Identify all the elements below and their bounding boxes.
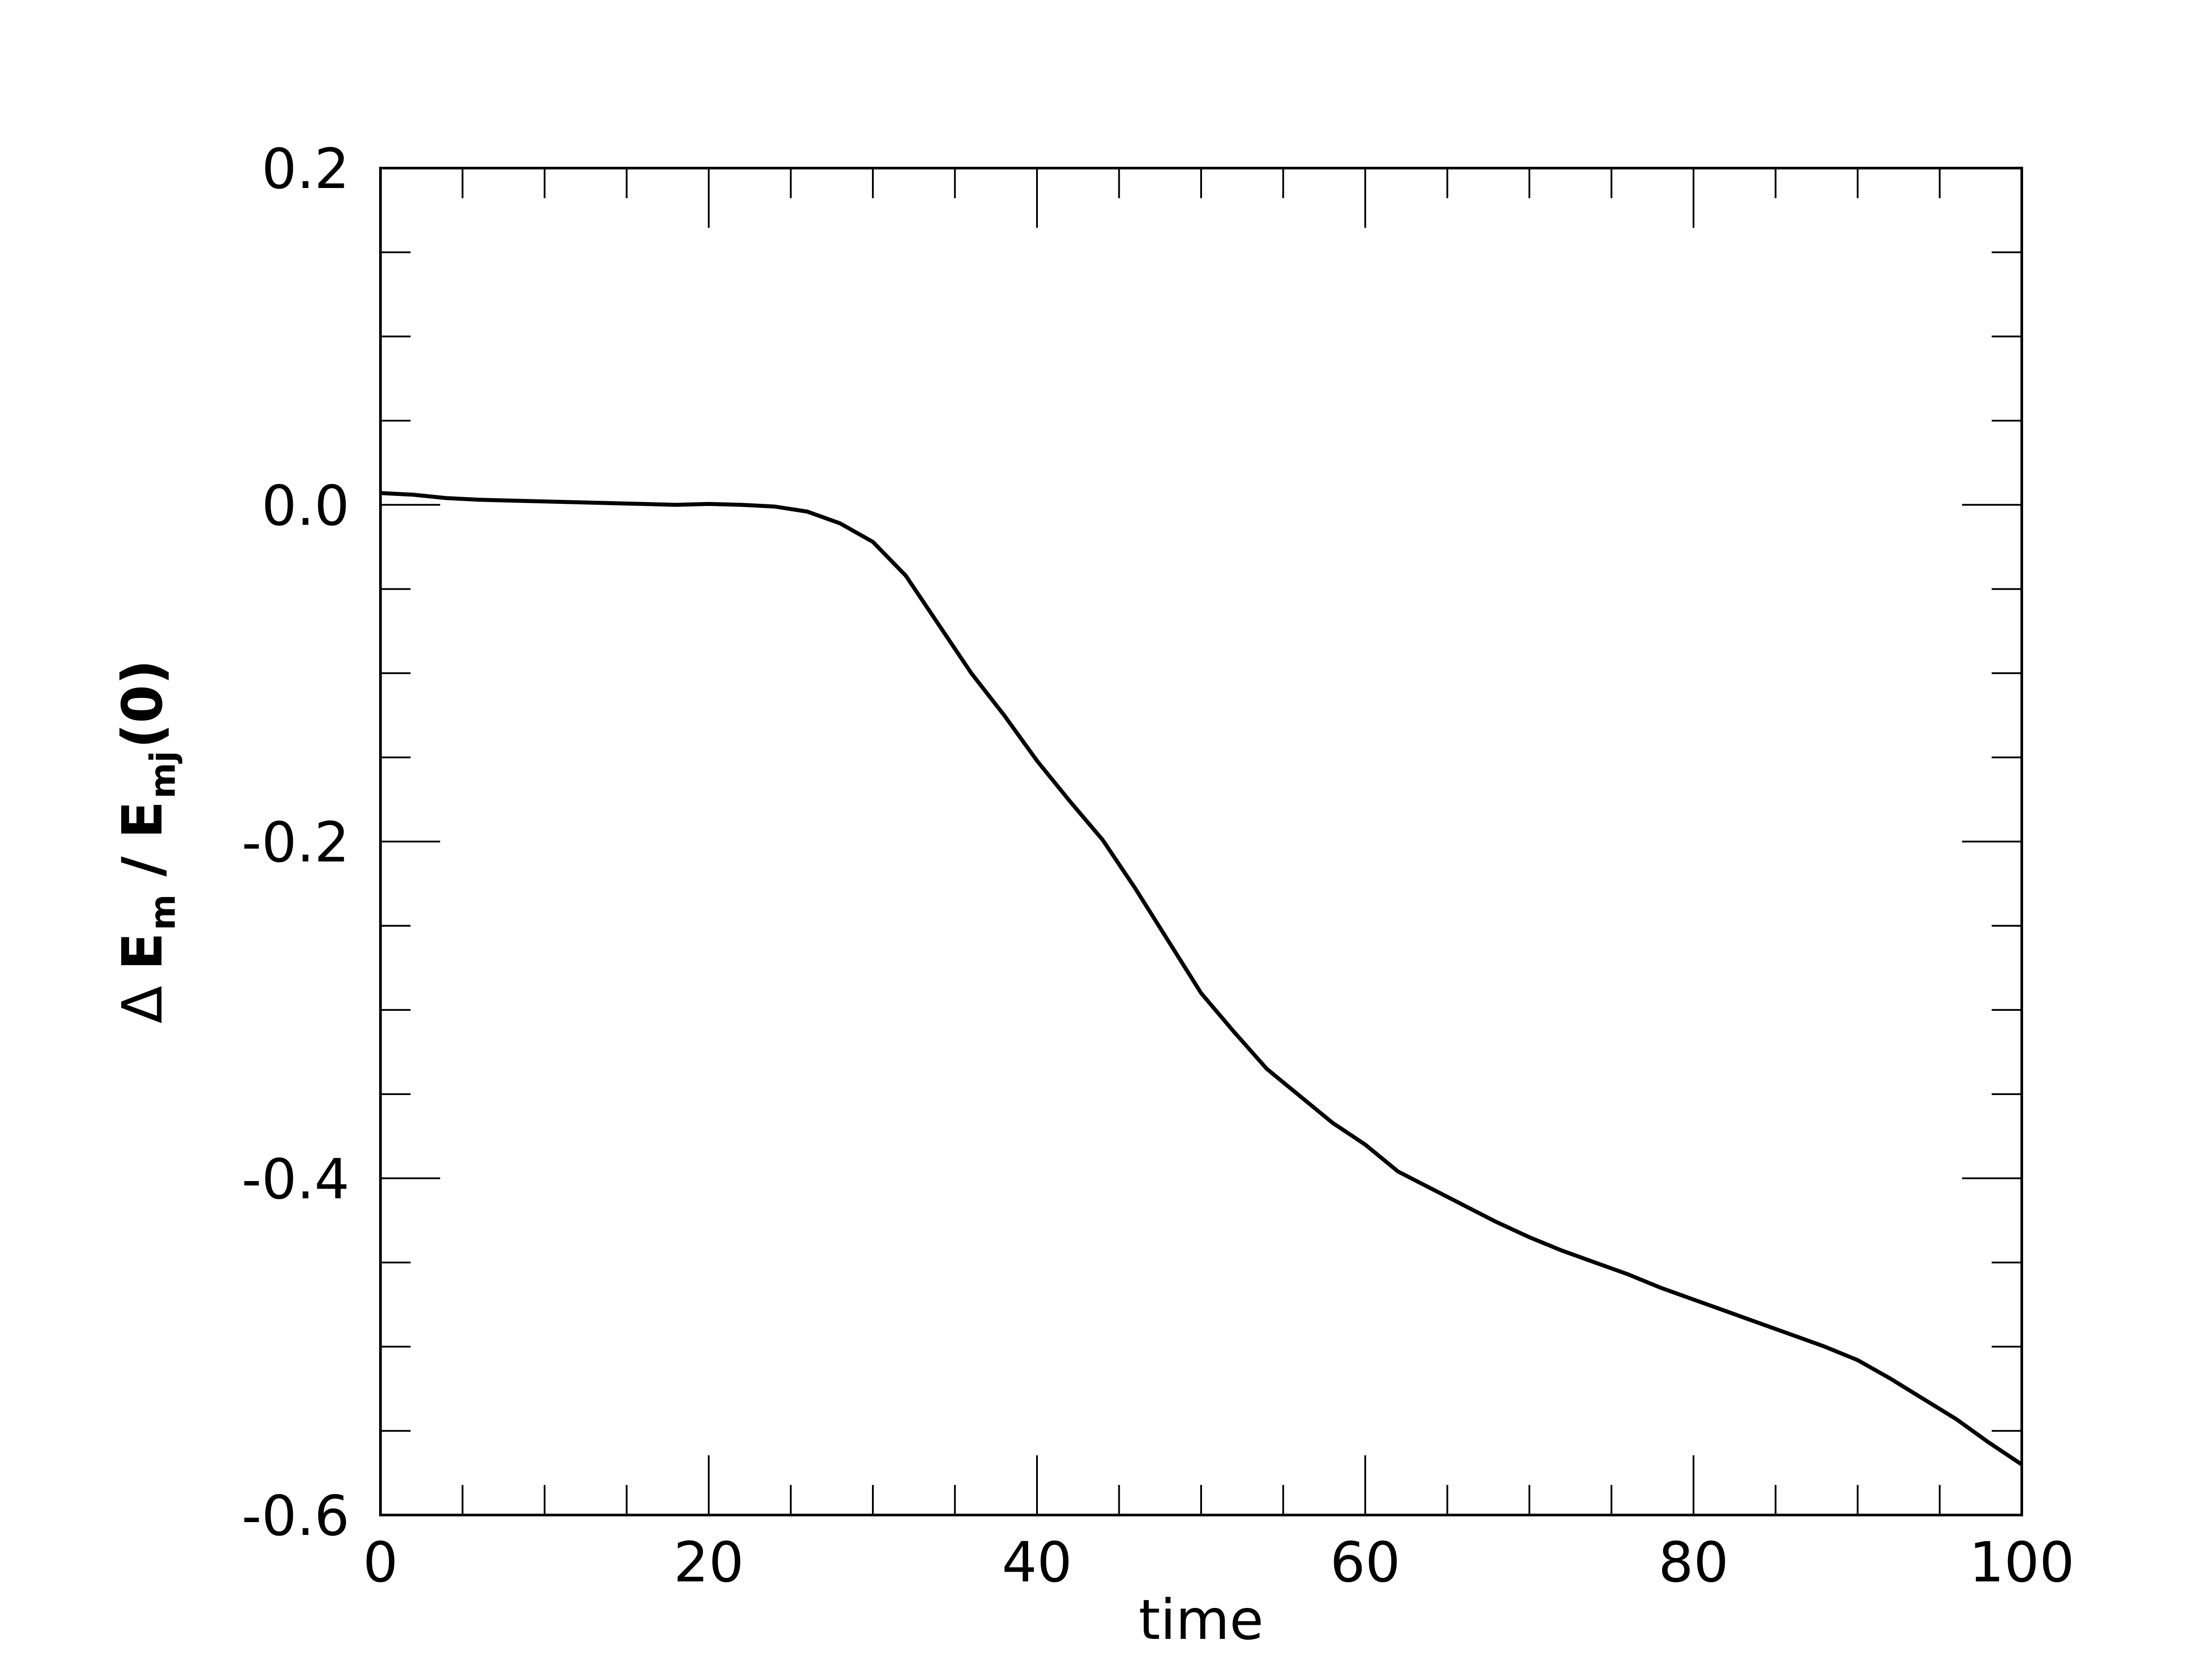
plot-frame [379, 167, 2023, 1516]
y-tick-label: 0.2 [261, 137, 349, 201]
series-layer [380, 491, 2023, 1466]
y-tick-label: -0.2 [242, 811, 349, 875]
y-axis-title: Δ E m / E mj (0) [111, 660, 183, 1024]
x-axis-title: time [1139, 1588, 1263, 1652]
y-axis-energy-2: E [111, 801, 175, 838]
x-tick-label: 0 [363, 1531, 398, 1595]
series-line [380, 491, 2023, 1466]
x-tick-label: 80 [1658, 1531, 1728, 1595]
minor-ticks [380, 168, 2022, 1515]
y-axis-energy: E [111, 932, 175, 970]
x-tick-label: 100 [1969, 1531, 2075, 1595]
tick-labels: 0 20 40 60 80 100 -0.6 -0.4 -0.2 0.0 0.2 [242, 137, 2074, 1595]
y-axis-delta: Δ [111, 986, 175, 1024]
y-axis-sub-m: m [143, 894, 183, 930]
x-tick-label: 60 [1330, 1531, 1400, 1595]
x-tick-label: 40 [1002, 1531, 1072, 1595]
y-tick-label: -0.6 [242, 1484, 349, 1548]
y-tick-label: 0.0 [261, 474, 349, 538]
y-axis-separator: / [111, 856, 175, 877]
major-ticks [380, 167, 2023, 1516]
x-tick-label: 20 [673, 1531, 744, 1595]
y-axis-argument: (0) [111, 660, 175, 748]
y-axis-sub-mj: mj [143, 751, 183, 798]
y-tick-label: -0.4 [242, 1147, 349, 1212]
